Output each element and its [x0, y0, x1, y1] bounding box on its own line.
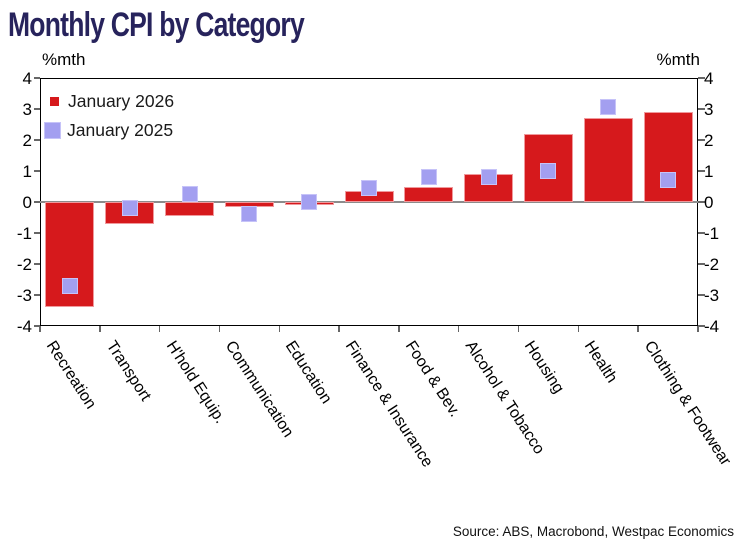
bar-jan2026-h-hold-equip: [165, 202, 215, 216]
bar-jan2026-food-bev: [404, 186, 454, 202]
y-tick-label-left-0: 0: [22, 192, 32, 212]
zero-gridline: [40, 201, 698, 203]
y-tick-label-right--3: -3: [704, 285, 720, 305]
y-tick-left--3: [33, 294, 40, 296]
marker-jan2025-finance-insurance: [361, 180, 377, 197]
y-tick-label-left--3: -3: [16, 285, 32, 305]
x-tick-10: [637, 326, 639, 332]
y-tick-right-3: [698, 108, 705, 110]
y-tick-left-4: [33, 77, 40, 79]
y-axis-unit-right: %mth: [656, 50, 700, 69]
y-tick-label-right-3: 3: [704, 99, 714, 119]
x-label-h-hold-equip: H'hold Equip.: [162, 338, 229, 427]
x-tick-0: [39, 326, 41, 332]
y-tick-label-left--1: -1: [16, 223, 32, 243]
x-tick-5: [338, 326, 340, 332]
x-tick-3: [218, 326, 221, 332]
x-tick-1: [99, 326, 101, 332]
marker-jan2025-education: [301, 194, 318, 210]
source-attribution: Source: ABS, Macrobond, Westpac Economic…: [452, 524, 734, 539]
y-tick-label-right-1: 1: [704, 161, 714, 181]
legend: January 2026 January 2025: [44, 87, 174, 145]
y-axis-unit-left: %mth: [42, 50, 86, 69]
bar-jan2026-health: [583, 118, 633, 202]
x-label-health: Health: [581, 338, 621, 387]
y-tick-left--4: [33, 325, 40, 327]
y-tick-right--4: [698, 325, 705, 327]
y-tick-label-left-1: 1: [22, 161, 32, 181]
x-tick-8: [517, 326, 520, 332]
y-tick-label-right-4: 4: [704, 68, 714, 88]
marker-jan2025-health: [600, 99, 617, 116]
y-tick-label-right--2: -2: [704, 254, 720, 274]
x-tick-9: [577, 326, 580, 332]
marker-jan2025-food-bev: [420, 169, 437, 186]
y-tick-label-left-4: 4: [22, 68, 32, 88]
marker-jan2025-h-hold-equip: [181, 186, 198, 203]
x-tick-4: [278, 326, 281, 332]
y-tick-label-right-2: 2: [704, 130, 714, 150]
y-tick-right-1: [698, 170, 705, 172]
legend-item-january-2025: January 2025: [44, 116, 174, 145]
x-label-recreation: Recreation: [42, 338, 100, 413]
x-tick-11: [697, 326, 699, 332]
y-tick-left-2: [33, 139, 40, 141]
y-tick-right--1: [698, 232, 705, 234]
x-label-food-bev: Food & Bev.: [401, 338, 464, 421]
marker-jan2025-communication: [241, 206, 258, 223]
y-tick-label-left--4: -4: [16, 316, 32, 336]
marker-jan2025-housing: [540, 163, 557, 179]
legend-label-jan2026: January 2026: [68, 91, 175, 111]
y-tick-label-right-0: 0: [704, 192, 714, 212]
y-tick-left-3: [33, 108, 40, 110]
y-tick-right-4: [698, 77, 705, 79]
y-tick-left-0: [33, 201, 40, 203]
legend-label-jan2025: January 2025: [67, 120, 174, 140]
y-tick-right-0: [698, 201, 705, 203]
marker-jan2025-recreation: [61, 277, 78, 294]
bar-jan2026-clothing-footwear: [643, 112, 693, 202]
legend-swatch-jan2025: [44, 122, 61, 139]
y-tick-right--3: [698, 294, 705, 296]
y-tick-label-left-3: 3: [22, 99, 32, 119]
y-tick-label-right--1: -1: [704, 223, 720, 243]
marker-jan2025-transport: [121, 200, 138, 217]
x-label-transport: Transport: [102, 338, 154, 405]
y-tick-left--1: [33, 232, 40, 234]
y-tick-label-right--4: -4: [704, 316, 720, 336]
x-label-housing: Housing: [521, 338, 568, 397]
x-label-education: Education: [281, 338, 335, 407]
x-tick-6: [398, 326, 400, 332]
chart-title: Monthly CPI by Category: [8, 6, 305, 44]
x-tick-2: [158, 326, 161, 332]
marker-jan2025-alcohol-tobacco: [480, 169, 497, 186]
legend-item-january-2026: January 2026: [44, 87, 174, 116]
y-tick-label-left-2: 2: [22, 130, 32, 150]
y-tick-left--2: [33, 263, 40, 265]
x-tick-7: [457, 326, 460, 332]
x-label-clothing-footwear: Clothing & Footwear: [640, 338, 735, 469]
marker-jan2025-clothing-footwear: [660, 172, 677, 189]
y-tick-right-2: [698, 139, 705, 141]
bar-jan2026-communication: [224, 202, 274, 207]
y-tick-left-1: [33, 170, 40, 172]
y-tick-right--2: [698, 263, 705, 265]
legend-swatch-jan2026: [50, 97, 59, 106]
y-tick-label-left--2: -2: [16, 254, 32, 274]
